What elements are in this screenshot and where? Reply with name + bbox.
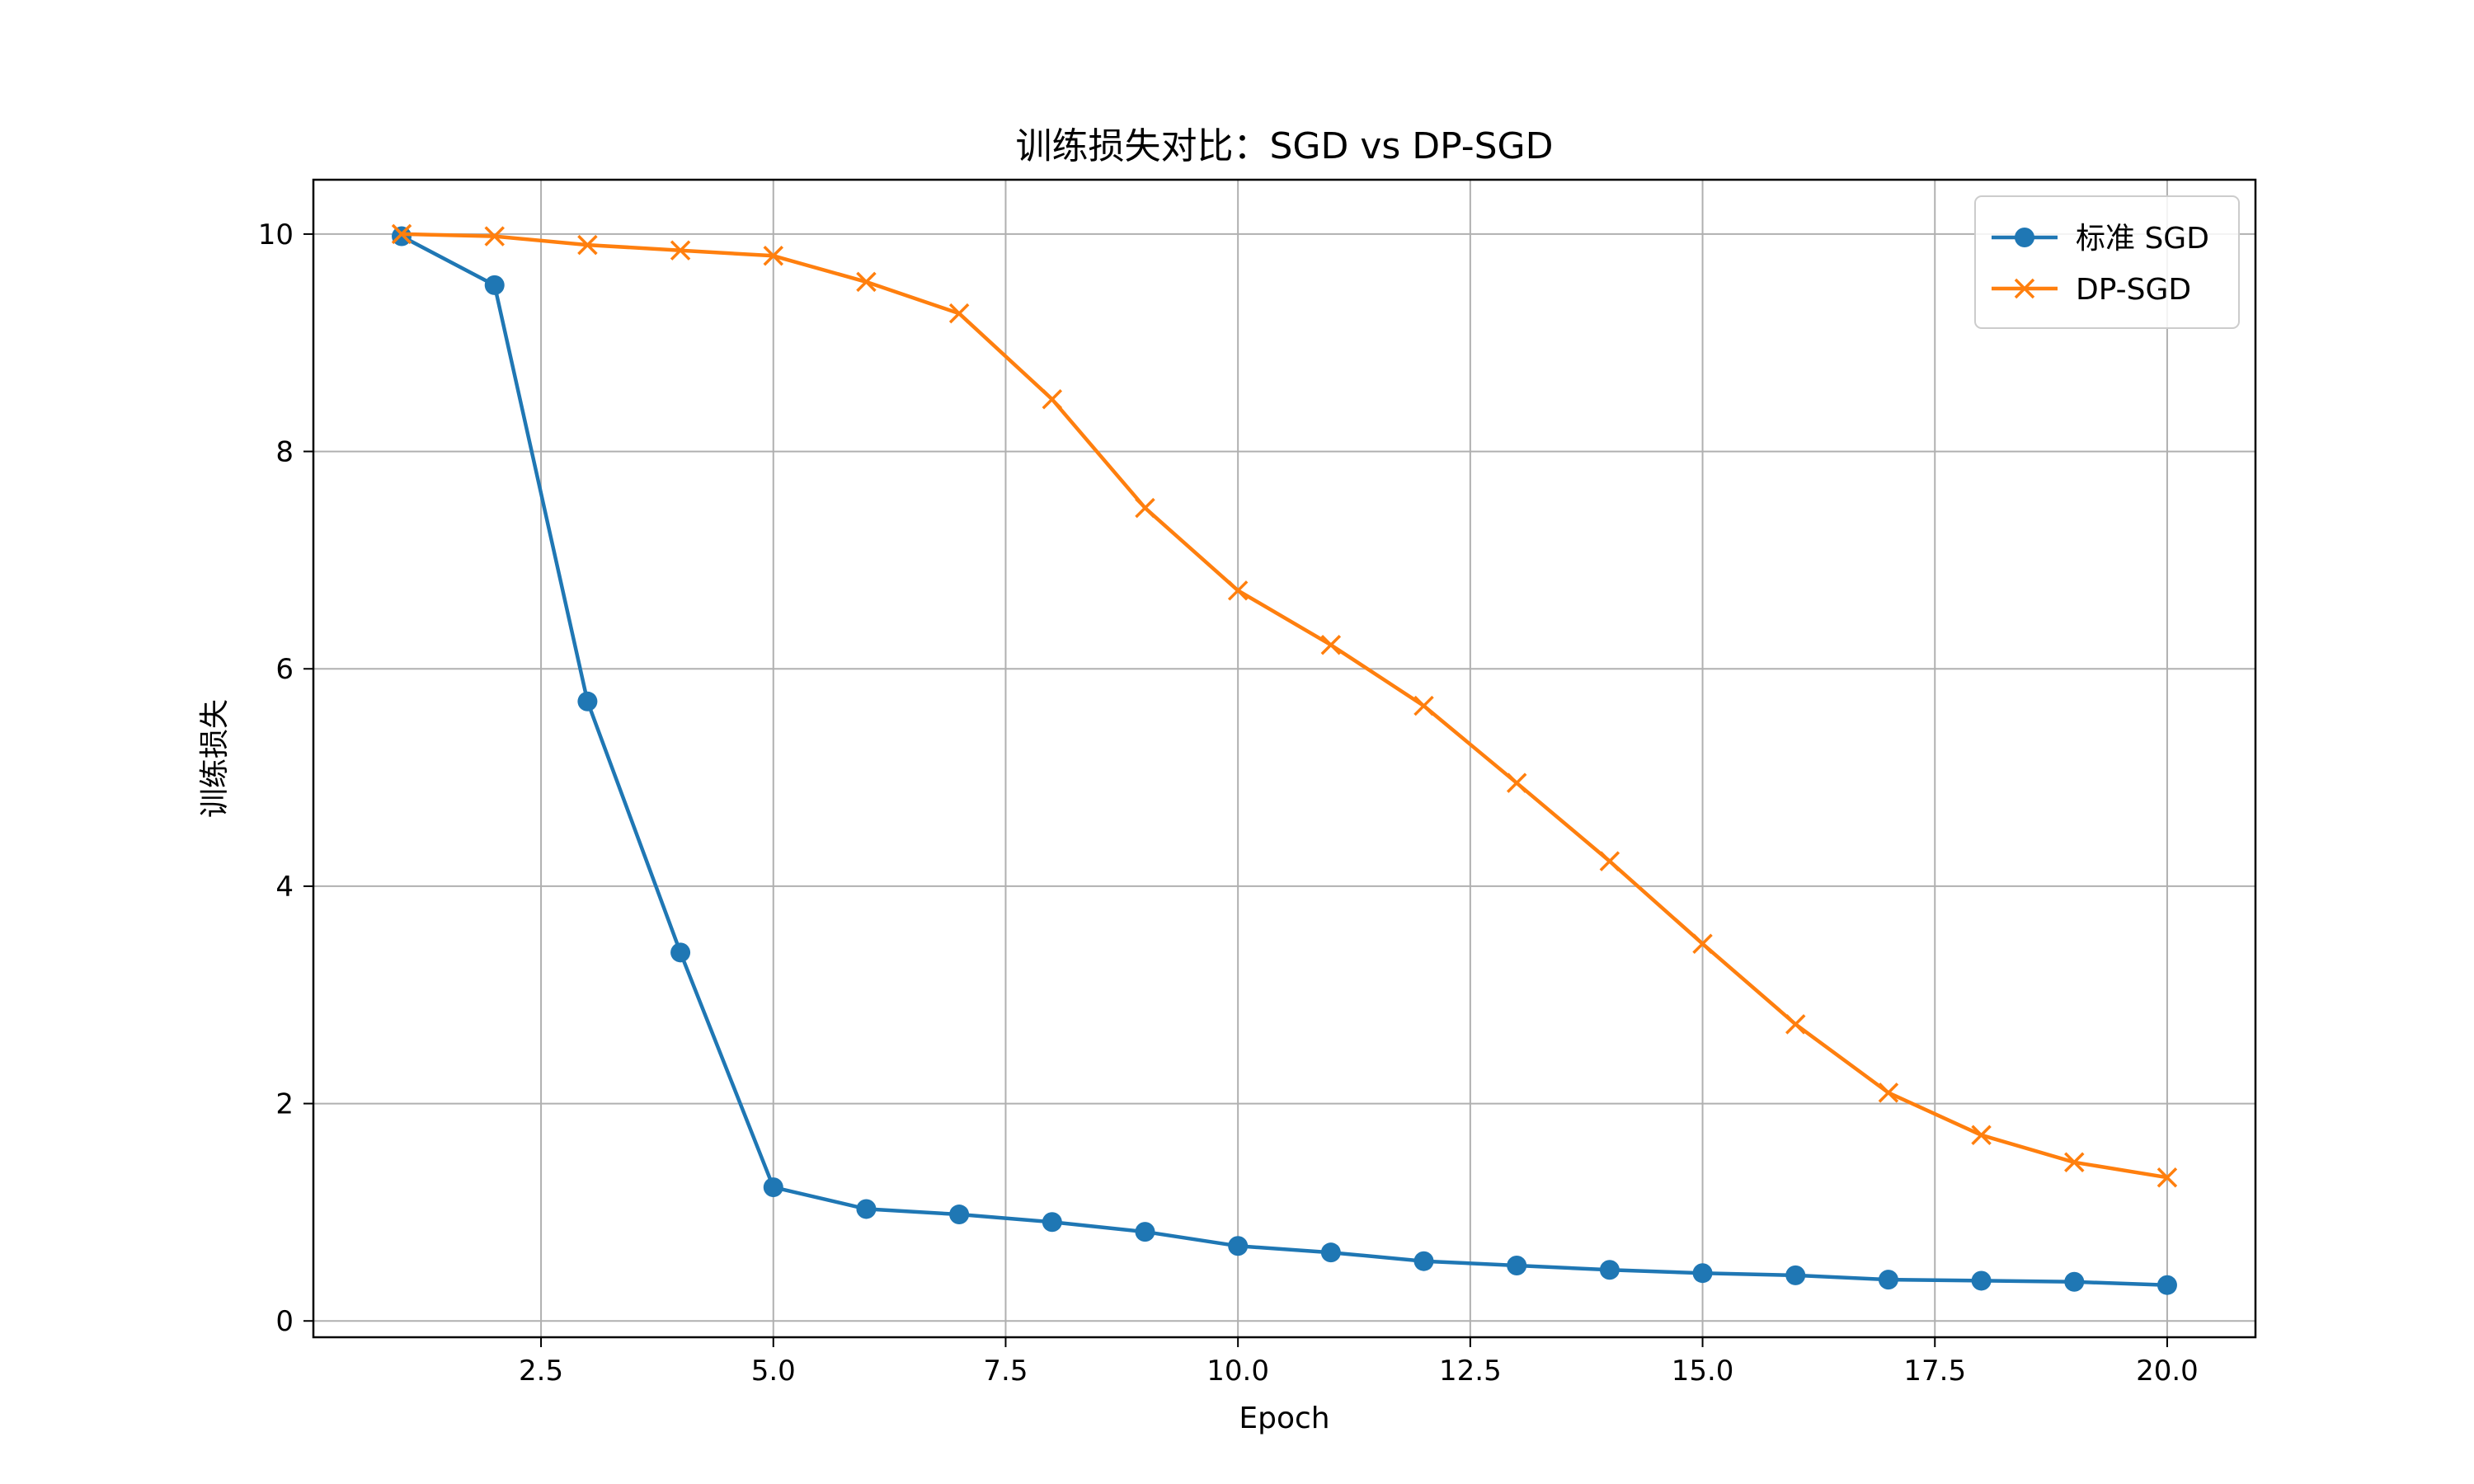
x-tick-label: 7.5 (983, 1355, 1028, 1388)
legend-box (1974, 195, 2240, 329)
data-point (1692, 933, 1713, 955)
data-point (1506, 773, 1527, 793)
data-point (484, 275, 505, 295)
x-tick-label: 20.0 (2136, 1355, 2199, 1388)
x-tick-label: 5.0 (751, 1355, 796, 1388)
data-point (670, 942, 691, 963)
data-point (392, 226, 412, 247)
data-point (1599, 851, 1620, 871)
data-point (1413, 1251, 1434, 1271)
plot-frame (312, 178, 2257, 1339)
series-line (400, 234, 2168, 1287)
x-tick-label: 15.0 (1672, 1355, 1734, 1388)
legend-item: DP-SGD (1992, 273, 2191, 307)
series-2 (391, 223, 2178, 1188)
data-point (1599, 1260, 1620, 1280)
data-point (1135, 497, 1155, 519)
y-tick-label: 4 (275, 871, 294, 904)
y-tick-label: 0 (275, 1305, 294, 1338)
x-axis-title: Epoch (1239, 1402, 1329, 1435)
legend-marker (2014, 278, 2035, 299)
data-point (1042, 1212, 1062, 1233)
data-point (763, 246, 784, 266)
data-point (1228, 1236, 1249, 1256)
data-point (1507, 1255, 1527, 1275)
data-point (1692, 1263, 1713, 1284)
data-point (1135, 1222, 1155, 1242)
series-1 (392, 226, 2177, 1295)
series-line (401, 232, 2168, 1180)
x-tick-label: 10.0 (1206, 1355, 1269, 1388)
data-point (1413, 695, 1434, 716)
data-point (1878, 1270, 1898, 1290)
data-point (391, 223, 412, 245)
data-point (1971, 1125, 1992, 1146)
y-tick-label: 2 (275, 1088, 294, 1121)
y-axis-title: 训练损失 (198, 699, 232, 818)
data-point (577, 691, 598, 711)
plot-series (391, 223, 2178, 1295)
data-point (2157, 1275, 2177, 1295)
data-point (1042, 389, 1063, 410)
y-tick-label: 10 (258, 218, 294, 251)
data-point (2064, 1152, 2085, 1172)
data-point (1785, 1014, 1806, 1035)
data-point (1878, 1082, 1899, 1103)
data-point (2157, 1167, 2178, 1188)
data-point (670, 240, 691, 261)
data-point (484, 226, 505, 247)
data-point (763, 1177, 783, 1198)
data-point (577, 234, 598, 256)
x-tick-label: 17.5 (1903, 1355, 1966, 1388)
legend: 标准 SGD DP-SGD (1974, 195, 2240, 329)
data-point (2064, 1271, 2085, 1292)
legend-label: DP-SGD (2076, 273, 2191, 307)
data-point (1785, 1265, 1806, 1285)
x-tick-label: 12.5 (1439, 1355, 1502, 1388)
data-point (1320, 1242, 1341, 1263)
y-tick-label: 8 (275, 436, 294, 469)
data-point (856, 1199, 877, 1219)
data-point (949, 1205, 970, 1225)
grid (313, 180, 2255, 1337)
legend-marker (2015, 228, 2034, 247)
data-point (1227, 580, 1249, 601)
data-point (1971, 1270, 1992, 1291)
chart-title: 训练损失对比：SGD vs DP-SGD (1015, 125, 1553, 167)
axis-ticks: 2.5 5.0 7.5 10.0 12.5 15.0 17.5 20.0 0 2 4 6 8 10 (258, 218, 2199, 1388)
legend-item: 标准 SGD (1992, 222, 2209, 256)
y-tick-label: 6 (275, 653, 294, 686)
x-tick-label: 2.5 (519, 1355, 563, 1388)
data-point (1320, 634, 1342, 655)
data-point (856, 271, 877, 293)
data-point (948, 303, 970, 324)
legend-label: 标准 SGD (2076, 222, 2209, 256)
